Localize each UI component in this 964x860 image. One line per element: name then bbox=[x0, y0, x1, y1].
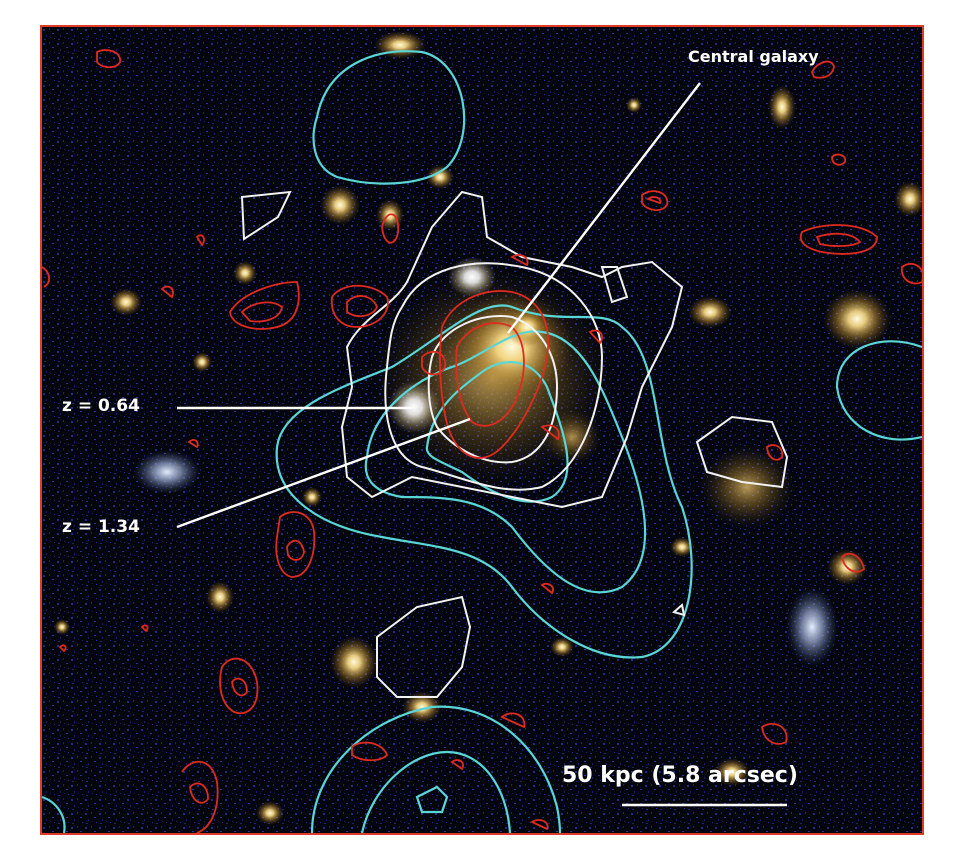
redshift-label-low: z = 0.64 bbox=[62, 396, 140, 416]
scale-bar-label: 50 kpc (5.8 arcsec) bbox=[562, 763, 798, 788]
central-galaxy-label: Central galaxy bbox=[688, 47, 819, 66]
galaxy-field-image bbox=[42, 27, 922, 833]
redshift-label-high: z = 1.34 bbox=[62, 517, 140, 537]
image-frame: Central galaxy z = 0.64 z = 1.34 50 kpc … bbox=[40, 25, 924, 835]
